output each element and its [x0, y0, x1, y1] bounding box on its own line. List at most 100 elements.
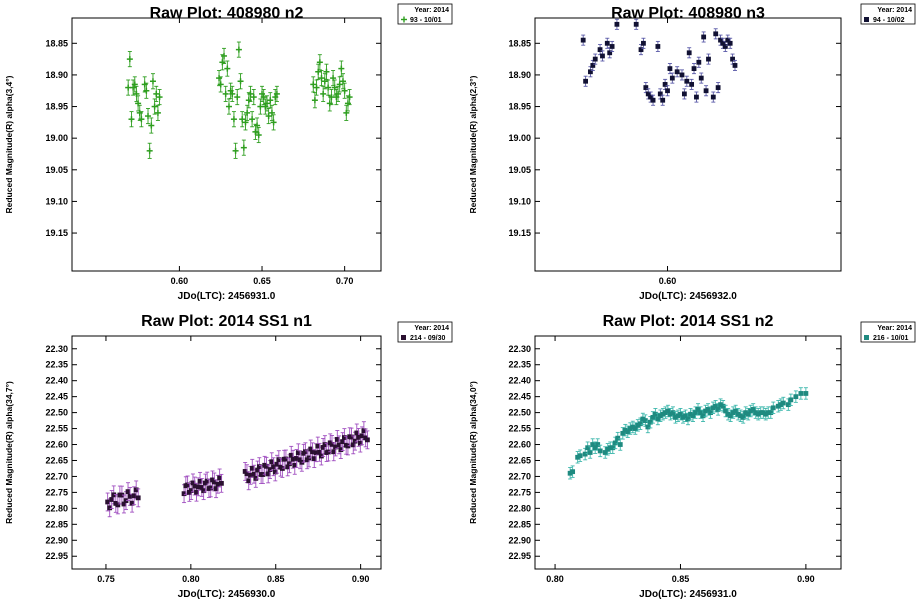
point-marker: [308, 446, 314, 452]
data-point: [605, 443, 611, 456]
data-point: [667, 63, 673, 75]
point-marker: [334, 437, 340, 442]
data-point: [614, 18, 620, 30]
data-point: [128, 111, 135, 128]
data-point: [225, 98, 232, 115]
data-point: [583, 75, 588, 87]
data-point: [343, 104, 350, 121]
data-point: [730, 53, 735, 65]
point-marker: [248, 472, 253, 478]
point-marker: [686, 50, 692, 56]
point-marker: [349, 434, 354, 440]
point-marker: [665, 408, 671, 414]
data-point: [336, 76, 343, 93]
x-tick-label: 0.80: [546, 574, 564, 584]
data-point: [643, 82, 649, 94]
data-point: [313, 79, 320, 96]
point-marker: [188, 488, 194, 493]
point-marker: [679, 72, 685, 78]
point-marker: [249, 465, 255, 471]
y-tick-label: 22.80: [508, 503, 531, 513]
point-marker: [195, 484, 201, 490]
data-point: [657, 88, 663, 100]
point-marker: [587, 450, 593, 455]
data-point: [602, 446, 608, 459]
point-marker: [269, 459, 275, 465]
point-marker: [211, 479, 217, 485]
data-point: [727, 37, 733, 49]
point-marker: [625, 429, 631, 435]
point-marker: [708, 410, 713, 416]
point-marker: [648, 94, 654, 100]
point-marker: [710, 94, 716, 100]
data-point: [715, 403, 721, 416]
data-point: [750, 403, 756, 416]
point-marker: [650, 414, 656, 420]
point-marker: [803, 391, 809, 396]
point-marker: [718, 402, 724, 408]
point-marker: [265, 471, 271, 477]
data-point: [695, 403, 701, 416]
data-point: [575, 451, 581, 464]
x-tick-label: 0.60: [171, 276, 189, 286]
data-point: [798, 387, 804, 400]
y-tick-label: 22.95: [508, 551, 531, 561]
y-tick-label: 19.10: [508, 196, 531, 206]
point-marker: [592, 445, 598, 451]
data-point: [149, 73, 156, 90]
point-marker: [192, 483, 198, 489]
point-marker: [735, 411, 741, 417]
y-tick-label: 22.60: [45, 440, 68, 450]
legend-header: Year: 2014: [414, 7, 449, 14]
data-point: [625, 425, 631, 438]
point-marker: [738, 413, 744, 419]
y-tick-label: 22.80: [45, 503, 68, 513]
plot-frame: [71, 17, 382, 272]
point-marker: [592, 56, 598, 62]
data-point: [146, 142, 153, 159]
data-point: [333, 89, 340, 106]
point-marker: [597, 448, 603, 454]
point-marker: [727, 40, 733, 46]
point-marker: [577, 453, 583, 459]
point-marker: [272, 469, 278, 475]
point-marker: [115, 502, 121, 508]
point-marker: [274, 461, 280, 467]
point-marker: [356, 434, 361, 440]
point-marker: [622, 427, 628, 433]
point-marker: [745, 411, 751, 417]
point-marker: [111, 492, 117, 498]
data-point: [680, 411, 686, 424]
data-point: [700, 409, 706, 422]
point-marker: [620, 430, 626, 436]
legend-header: Year: 2014: [414, 325, 449, 332]
legend: Year: 2014 214 - 09/30: [397, 321, 453, 343]
x-axis-label: JDo(LTC): 2456931.0: [639, 589, 737, 600]
y-tick-label: 19.15: [45, 228, 68, 238]
point-marker: [361, 428, 367, 434]
y-tick-label: 22.85: [45, 519, 68, 529]
data-point: [323, 63, 330, 80]
point-marker: [652, 411, 658, 417]
data-series: [125, 41, 353, 159]
point-marker: [600, 53, 605, 59]
x-axis-label: JDo(LTC): 2456930.0: [178, 589, 276, 600]
point-marker: [290, 456, 296, 462]
point-marker: [133, 487, 139, 493]
y-tick-label: 22.65: [45, 455, 68, 465]
point-marker: [322, 442, 328, 448]
y-tick-label: 19.00: [45, 133, 68, 143]
point-marker: [633, 21, 639, 27]
data-point: [570, 465, 576, 478]
point-marker: [121, 501, 127, 507]
y-tick-label: 22.30: [45, 344, 68, 354]
data-point: [630, 420, 636, 434]
point-marker: [614, 21, 620, 27]
data-point: [650, 411, 656, 424]
legend-marker: [401, 335, 406, 340]
legend-box: [860, 321, 916, 343]
data-point: [154, 104, 161, 121]
point-marker: [609, 44, 615, 49]
point-marker: [264, 463, 269, 469]
legend-marker: [864, 335, 869, 340]
